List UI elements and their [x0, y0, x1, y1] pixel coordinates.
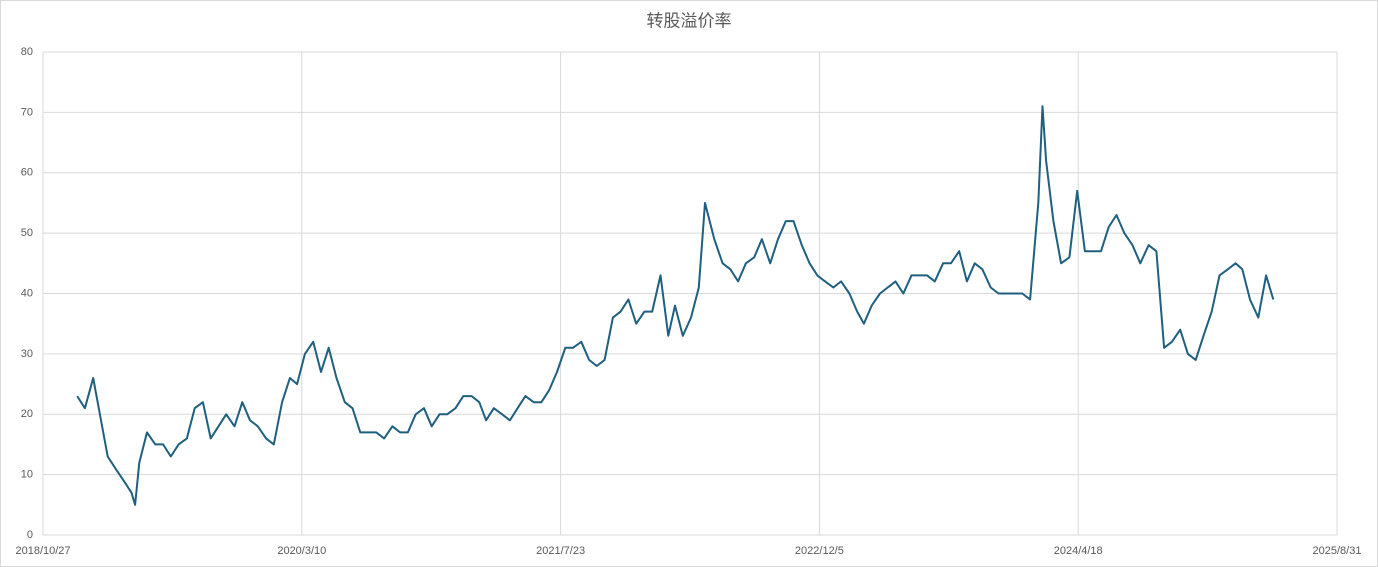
data-line	[76, 105, 1275, 506]
y-tick-label: 60	[21, 167, 33, 179]
y-tick-label: 20	[21, 408, 33, 420]
x-tick-label: 2020/3/10	[277, 545, 326, 557]
x-tick-label: 2018/10/27	[15, 545, 70, 557]
x-tick-label: 2024/4/18	[1054, 545, 1103, 557]
x-tick-label: 2022/12/5	[795, 545, 844, 557]
y-tick-label: 10	[21, 469, 33, 481]
y-tick-label: 70	[21, 106, 33, 118]
y-tick-label: 80	[21, 46, 33, 58]
y-tick-label: 0	[27, 529, 33, 541]
y-tick-label: 30	[21, 348, 33, 360]
x-tick-label: 2025/8/31	[1313, 545, 1362, 557]
y-tick-label: 40	[21, 287, 33, 299]
x-tick-label: 2021/7/23	[536, 545, 585, 557]
chart-title: 转股溢价率	[647, 11, 732, 30]
y-tick-label: 50	[21, 227, 33, 239]
